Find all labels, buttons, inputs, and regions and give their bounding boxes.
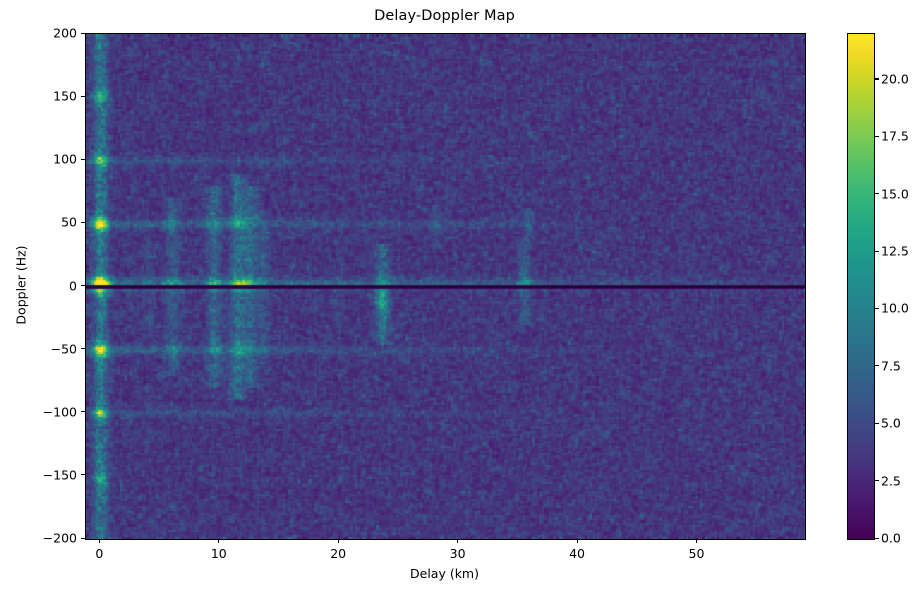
y-tick-label: 0	[69, 278, 77, 293]
colorbar-tick-mark	[875, 135, 879, 137]
x-tick-label: 0	[95, 546, 104, 561]
colorbar-tick-label: 5.0	[881, 415, 901, 431]
y-tick-mark	[81, 537, 85, 539]
y-tick-label: −150	[42, 467, 77, 483]
y-tick-mark	[81, 158, 85, 160]
colorbar-tick-mark	[875, 250, 879, 252]
heatmap-plot-area[interactable]	[85, 33, 806, 540]
x-tick-label: 50	[688, 546, 705, 561]
x-tick-label: 10	[210, 546, 227, 561]
colorbar-tick-label: 10.0	[881, 300, 909, 316]
colorbar-tick-mark	[875, 422, 879, 424]
colorbar-tick-label: 12.5	[881, 243, 909, 259]
x-tick-mark	[457, 539, 459, 544]
colorbar[interactable]	[847, 33, 875, 540]
y-tick-label: 50	[61, 214, 77, 230]
colorbar-tick-mark	[875, 365, 879, 367]
y-tick-mark	[81, 95, 85, 97]
y-axis-label: Doppler (Hz)	[13, 245, 29, 325]
y-tick-label: 150	[53, 88, 77, 104]
colorbar-tick-mark	[875, 537, 879, 539]
x-tick-label: 40	[569, 546, 586, 561]
y-tick-label: −100	[42, 404, 77, 420]
colorbar-tick-mark	[875, 480, 879, 482]
delay-doppler-heatmap	[86, 34, 805, 539]
colorbar-tick-label: 15.0	[881, 186, 909, 202]
y-tick-label: 100	[53, 151, 77, 167]
x-tick-mark	[98, 539, 100, 544]
y-tick-mark	[81, 411, 85, 413]
page-title: Delay-Doppler Map	[374, 8, 515, 24]
x-tick-label: 30	[449, 546, 466, 561]
x-tick-mark	[576, 539, 578, 544]
x-tick-mark	[218, 539, 220, 544]
colorbar-tick-label: 2.5	[881, 473, 901, 489]
y-tick-mark	[81, 348, 85, 350]
y-tick-mark	[81, 32, 85, 34]
x-axis-label: Delay (km)	[410, 566, 479, 581]
y-tick-label: 200	[53, 25, 77, 41]
x-tick-label: 20	[330, 546, 347, 561]
x-tick-mark	[337, 539, 339, 544]
colorbar-tick-mark	[875, 78, 879, 80]
y-tick-label: −200	[42, 530, 77, 546]
colorbar-tick-label: 17.5	[881, 128, 909, 144]
colorbar-tick-label: 7.5	[881, 358, 901, 374]
colorbar-tick-mark	[875, 307, 879, 310]
x-tick-mark	[696, 539, 698, 544]
colorbar-gradient	[848, 34, 874, 539]
y-tick-label: −50	[50, 341, 77, 357]
y-tick-mark	[81, 221, 85, 223]
y-tick-mark	[81, 285, 85, 287]
y-tick-mark	[81, 474, 85, 476]
colorbar-tick-label: 0.0	[881, 530, 901, 546]
colorbar-tick-mark	[875, 193, 879, 195]
colorbar-tick-label: 20.0	[881, 71, 909, 87]
